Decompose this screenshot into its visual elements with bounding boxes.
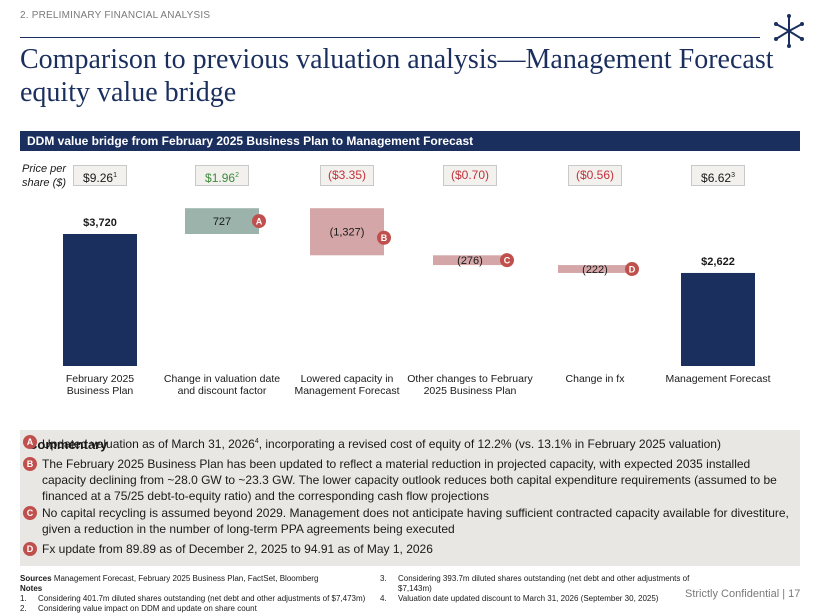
- badge-circle-C: [500, 253, 514, 268]
- category-label-6-line-1: Management Forecast: [665, 373, 770, 385]
- bar-3: [310, 208, 384, 256]
- category-label-4-line-1: Other changes to February: [407, 373, 533, 385]
- price-box-1: $9.261: [73, 165, 127, 186]
- badge-circle-D: [625, 262, 639, 277]
- data-label-4: (276): [457, 255, 483, 267]
- section-label: 2. PRELIMINARY FINANCIAL ANALYSIS: [20, 10, 211, 21]
- commentary-badge-A: A: [23, 435, 37, 449]
- commentary-title: Commentary: [28, 437, 108, 452]
- note-2: 2. Considering value impact on DDM and up…: [20, 604, 257, 613]
- note-1: 1. Considering 401.7m diluted shares outs…: [20, 594, 366, 603]
- commentary-item-B: The February 2025 Business Plan has been…: [42, 457, 777, 503]
- price-per-share-label: Price per share ($): [22, 162, 66, 190]
- badge-circle-B: [377, 230, 391, 245]
- data-label-2: 727: [213, 216, 231, 228]
- bar-4: [433, 255, 507, 266]
- bar-1: [63, 234, 137, 366]
- data-label-1: $3,720: [83, 217, 117, 229]
- badge-label-C: C: [504, 256, 511, 266]
- bar-6: [681, 272, 755, 366]
- price-label-line2: share ($): [22, 177, 67, 189]
- sources-line: Sources Management Forecast, February 20…: [20, 574, 380, 584]
- note-3: 3. Considering 393.7m diluted shares outs…: [380, 574, 690, 593]
- commentary-item-D: Fx update from 89.89 as of December 2, 2…: [42, 542, 433, 556]
- price-label-line1: Price per: [22, 163, 67, 175]
- category-label-1-line-2: Business Plan: [67, 385, 134, 397]
- data-label-3: (1,327): [330, 227, 365, 239]
- category-label-4-line-2: 2025 Business Plan: [424, 385, 517, 397]
- commentary-badge-B: B: [23, 457, 37, 471]
- chart-banner: DDM value bridge from February 2025 Busi…: [20, 131, 800, 151]
- sources-text: Management Forecast, February 2025 Busin…: [53, 574, 319, 583]
- commentary-row-A: A Updated valuation as of March 31, 20264…: [20, 430, 800, 566]
- price-box-2: $1.962: [195, 165, 249, 186]
- brand-logo-icon: [774, 14, 804, 48]
- header-rule: [20, 37, 760, 38]
- sources-notes-left: Sources Management Forecast, February 20…: [20, 574, 380, 614]
- badge-circle-A: [252, 214, 266, 229]
- note-4: 4. Valuation date updated discount to Mar…: [380, 594, 659, 603]
- price-box-5: ($0.56): [568, 165, 622, 186]
- commentary-item-A: Updated valuation as of March 31, 20264,…: [42, 437, 721, 451]
- commentary-badge-D: D: [23, 542, 37, 556]
- badge-label-D: D: [629, 265, 636, 275]
- data-label-6: $2,622: [701, 256, 735, 268]
- sources-label: Sources: [20, 574, 52, 583]
- price-box-4: ($0.70): [443, 165, 497, 186]
- price-box-6: $6.623: [691, 165, 745, 186]
- price-box-3: ($3.35): [320, 165, 374, 186]
- commentary-row-C: C No capital recycling is assumed beyond …: [20, 430, 800, 566]
- category-label-3-line-1: Lowered capacity in: [301, 373, 394, 385]
- commentary-item-C: No capital recycling is assumed beyond 2…: [42, 506, 789, 536]
- commentary-row-D: D Fx update from 89.89 as of December 2, …: [20, 430, 800, 566]
- bar-2: [185, 208, 259, 234]
- badge-label-B: B: [381, 233, 388, 243]
- commentary-badge-C: C: [23, 506, 37, 520]
- data-label-5: (222): [582, 264, 608, 276]
- sources-notes-right: 3. Considering 393.7m diluted shares outs…: [380, 574, 720, 604]
- notes-label: Notes: [20, 584, 43, 593]
- category-label-3-line-2: Management Forecast: [294, 385, 399, 397]
- commentary-row-B: B The February 2025 Business Plan has bee…: [20, 430, 800, 566]
- category-label-2-line-2: and discount factor: [178, 385, 267, 397]
- page-title: Comparison to previous valuation analysi…: [20, 44, 774, 108]
- category-label-5-line-1: Change in fx: [566, 373, 626, 385]
- commentary-panel: Commentary A Updated valuation as of Marc…: [20, 430, 800, 566]
- bar-5: [558, 265, 632, 273]
- badge-label-A: A: [256, 217, 263, 227]
- category-label-1-line-1: February 2025: [66, 373, 134, 385]
- confidential-page-number: Strictly Confidential | 17: [685, 588, 801, 600]
- category-label-2-line-1: Change in valuation date: [164, 373, 280, 385]
